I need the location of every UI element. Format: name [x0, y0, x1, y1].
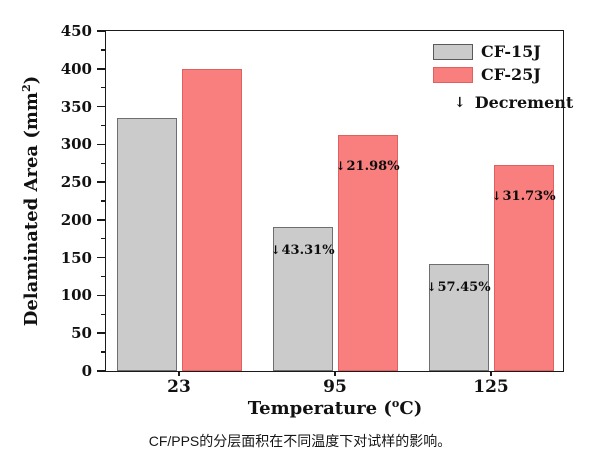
y-axis-major-tick	[97, 332, 105, 335]
y-axis-tick-label: 150	[60, 248, 92, 267]
x-axis-tick-label: 95	[323, 377, 347, 397]
x-axis-title-text: Temperature (	[247, 398, 392, 419]
decrement-annotation: ↓31.73%	[490, 189, 558, 204]
y-axis-major-tick	[97, 143, 105, 146]
down-arrow-icon: ↓	[426, 279, 437, 294]
decrement-percent-text: 57.45%	[437, 279, 491, 295]
down-arrow-icon: ↓	[335, 159, 346, 174]
plot-area: 0 50 100 150 200 250 300 350 400 450 23 95 125 ↓43.31…	[61, 22, 564, 397]
x-axis-tick	[178, 371, 180, 376]
legend-item-decrement: ↓ Decrement	[433, 93, 573, 112]
bar-cf-25j-95c	[337, 135, 398, 371]
x-axis-tick-label: 125	[473, 377, 509, 397]
down-arrow-icon: ↓	[454, 94, 466, 111]
bar-cf-25j-125c	[493, 164, 554, 371]
decrement-percent-text: 21.98%	[346, 159, 400, 175]
y-axis-tick-label: 400	[60, 59, 92, 78]
down-arrow-icon: ↓	[270, 243, 281, 258]
bar-cf-15j-23c	[116, 117, 177, 371]
y-axis-major-tick	[97, 294, 105, 297]
y-axis-tick-label: 300	[60, 135, 92, 154]
x-axis-tick-label: 23	[167, 377, 191, 397]
legend-item-cf15j: CF-15J	[433, 42, 573, 61]
y-axis-tick-label: 100	[60, 286, 92, 305]
y-axis-tick-label: 200	[60, 210, 92, 229]
decrement-annotation: ↓43.31%	[269, 243, 337, 258]
x-axis-tick	[334, 371, 336, 376]
y-axis-tick-label: 0	[81, 362, 92, 380]
y-axis-title: Delaminated Area (mm2)	[20, 76, 42, 327]
y-axis-tick-label: 450	[60, 22, 92, 40]
decrement-percent-text: 31.73%	[502, 188, 556, 204]
y-axis-minor-tick	[101, 313, 105, 316]
y-axis-minor-tick	[101, 275, 105, 278]
x-axis-title-superscript: o	[391, 397, 400, 410]
decrement-annotation: ↓57.45%	[425, 280, 493, 295]
y-axis-minor-tick	[101, 238, 105, 240]
legend-swatch-cf25j	[433, 66, 473, 83]
down-arrow-icon: ↓	[491, 188, 502, 203]
y-axis-major-tick	[97, 105, 105, 108]
y-axis-title-superscript: 2	[20, 84, 33, 93]
figure-caption: CF/PPS的分层面积在不同温度下对试样的影响。	[148, 433, 452, 449]
y-axis-major-tick	[97, 67, 105, 70]
y-axis-major-tick	[97, 30, 105, 32]
y-axis-minor-tick	[101, 49, 105, 51]
y-axis-tick-label: 350	[60, 97, 92, 116]
y-axis-major-tick	[97, 181, 105, 183]
legend-swatch-cf15j	[433, 43, 473, 60]
y-axis-title-close: )	[21, 75, 42, 85]
bar-cf-15j-95c	[272, 227, 333, 371]
legend: CF-15J CF-25J ↓ Decrement	[433, 42, 573, 116]
legend-item-cf25j: CF-25J	[433, 65, 573, 84]
y-axis-tick-label: 250	[60, 173, 92, 192]
bar-cf-25j-23c	[181, 68, 242, 371]
legend-label-cf25j: CF-25J	[481, 65, 541, 84]
y-axis-minor-tick	[101, 200, 105, 202]
y-axis-major-tick	[97, 219, 105, 221]
decrement-annotation: ↓21.98%	[334, 159, 402, 174]
y-axis-minor-tick	[101, 124, 105, 127]
y-axis-title-text: Delaminated Area (mm	[21, 92, 42, 327]
y-axis-minor-tick	[101, 86, 105, 89]
decrement-percent-text: 43.31%	[281, 243, 335, 259]
y-axis-major-tick	[97, 256, 105, 259]
y-axis-minor-tick	[101, 351, 105, 353]
x-axis-title: Temperature (oC)	[105, 397, 565, 419]
x-axis-tick	[490, 371, 492, 376]
legend-label-cf15j: CF-15J	[481, 42, 541, 61]
bar-cf-15j-125c	[428, 263, 489, 371]
y-axis-tick-label: 50	[71, 324, 92, 343]
x-axis-title-close: C)	[399, 398, 423, 419]
y-axis-minor-tick	[101, 162, 105, 164]
y-axis-major-tick	[97, 370, 105, 372]
legend-label-decrement: Decrement	[474, 93, 574, 112]
